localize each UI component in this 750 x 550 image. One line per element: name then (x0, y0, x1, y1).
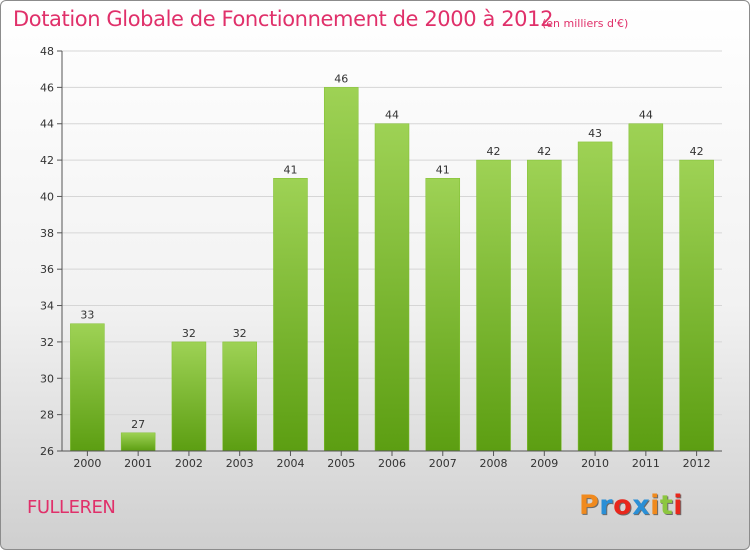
value-label: 32 (182, 327, 196, 340)
axes (57, 50, 722, 456)
bar-2009 (527, 159, 562, 452)
y-tick-label: 32 (40, 336, 54, 349)
logo-letter: i (650, 490, 660, 521)
logo-letter: t (659, 490, 674, 521)
x-tick-label: 2003 (226, 457, 254, 470)
x-tick-label: 2008 (480, 457, 508, 470)
chart-title: Dotation Globale de Fonctionnement de 20… (13, 7, 554, 31)
bar-2012 (679, 159, 714, 452)
value-label: 32 (233, 327, 247, 340)
y-tick-label: 40 (40, 190, 54, 203)
value-label: 41 (436, 163, 450, 176)
y-tick-label: 44 (40, 118, 54, 131)
bar-2007 (425, 178, 461, 452)
y-tick-label: 28 (40, 409, 54, 422)
y-tick-label: 26 (40, 445, 54, 458)
bar-2010 (577, 141, 613, 452)
logo-letter: r (599, 490, 614, 521)
x-tick-label: 2004 (276, 457, 304, 470)
y-tick-label: 42 (40, 154, 54, 167)
bars (70, 87, 714, 452)
bar-2006 (374, 123, 410, 452)
y-tick-label: 30 (40, 372, 54, 385)
x-tick-label: 2011 (632, 457, 660, 470)
y-tick-label: 46 (40, 81, 54, 94)
value-label: 46 (334, 72, 348, 85)
bar-2011 (628, 123, 664, 452)
x-tick-label: 2012 (683, 457, 711, 470)
x-tick-label: 2006 (378, 457, 406, 470)
value-label: 42 (690, 145, 704, 158)
bar-2008 (476, 159, 511, 452)
logo-letter: x (632, 490, 651, 521)
value-label: 42 (537, 145, 551, 158)
bar-2005 (323, 87, 359, 452)
y-tick-label: 34 (40, 300, 54, 313)
value-label: 41 (283, 163, 297, 176)
bar-2002 (171, 341, 207, 452)
value-label: 42 (487, 145, 501, 158)
bar-2003 (222, 341, 257, 452)
x-tick-label: 2000 (73, 457, 101, 470)
logo-letter: o (613, 490, 633, 521)
bar-2000 (70, 323, 105, 452)
x-tick-label: 2007 (429, 457, 457, 470)
y-tick-label: 38 (40, 227, 54, 240)
value-label: 44 (385, 109, 399, 122)
x-tick-label: 2010 (581, 457, 609, 470)
logo-letter: i (673, 490, 684, 521)
x-tick-label: 2001 (124, 457, 152, 470)
labels: 26 28 30 32 34 36 38 40 42 44 46 48 33 2000 27 2001 32 20… (40, 45, 711, 470)
x-tick-label: 2002 (175, 457, 203, 470)
logo-letter: P (579, 490, 600, 521)
bar-2004 (273, 178, 308, 452)
commune-name: FULLEREN (27, 497, 116, 518)
value-label: 43 (588, 127, 602, 140)
value-label: 33 (80, 309, 94, 322)
bar-2001 (120, 432, 156, 452)
chart-unit: (en milliers d'€) (542, 17, 629, 30)
proxiti-logo[interactable]: Proxiti (579, 490, 683, 521)
value-label: 44 (639, 109, 653, 122)
x-tick-label: 2009 (530, 457, 558, 470)
y-tick-label: 36 (40, 263, 54, 276)
value-label: 27 (131, 418, 145, 431)
y-tick-label: 48 (40, 45, 54, 58)
x-tick-label: 2005 (327, 457, 355, 470)
